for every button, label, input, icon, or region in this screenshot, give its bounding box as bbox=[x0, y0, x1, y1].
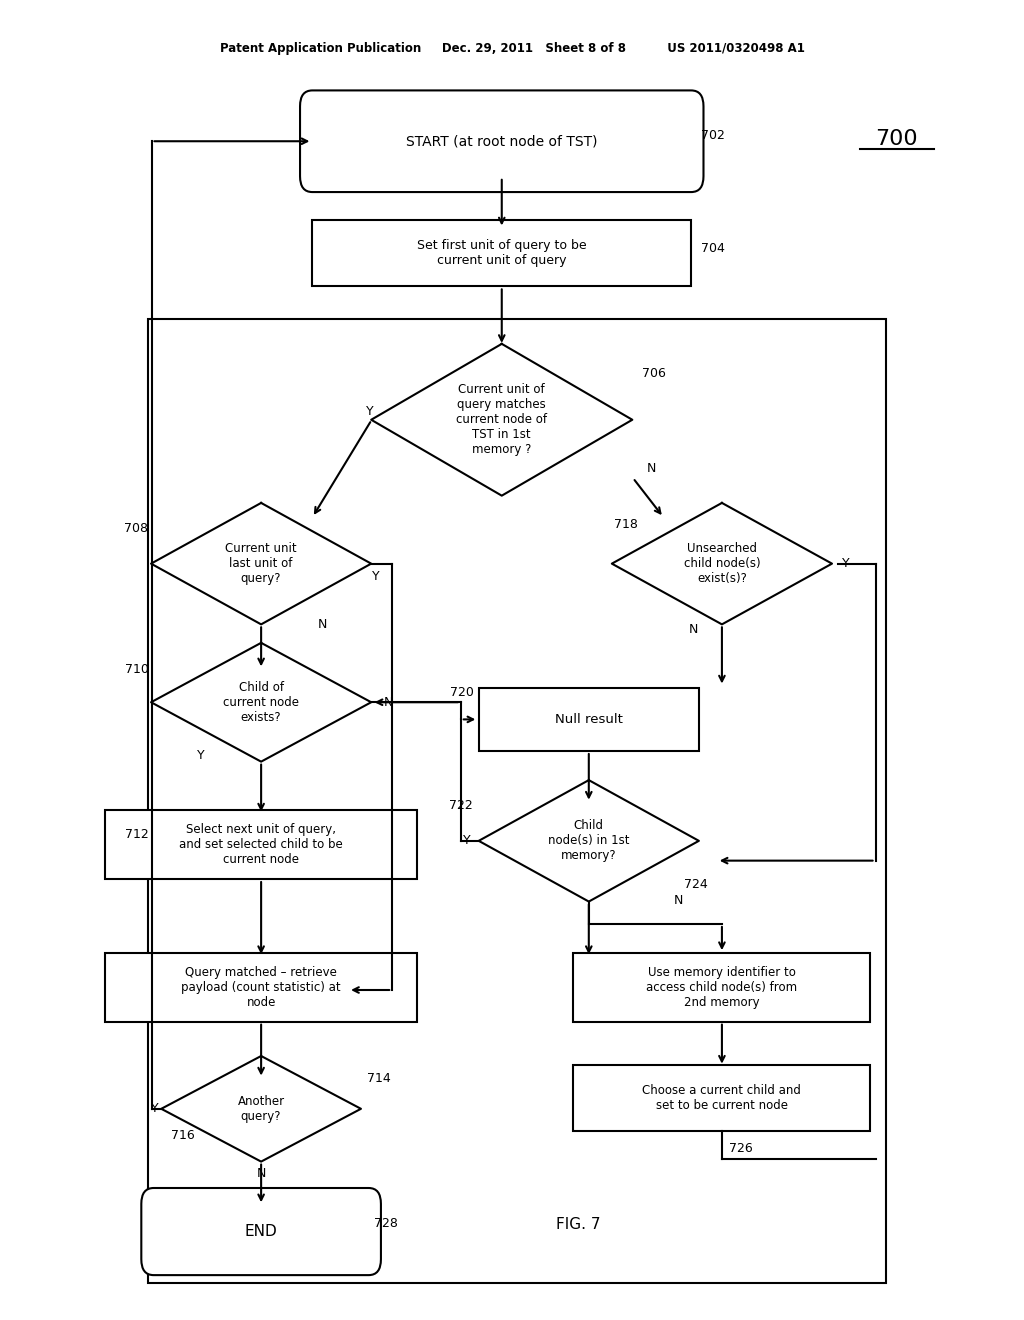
Text: Query matched – retrieve
payload (count statistic) at
node: Query matched – retrieve payload (count … bbox=[181, 966, 341, 1008]
Polygon shape bbox=[611, 503, 831, 624]
Text: 700: 700 bbox=[874, 128, 918, 149]
Text: N: N bbox=[384, 696, 393, 709]
Text: Y: Y bbox=[152, 1102, 159, 1115]
Text: END: END bbox=[245, 1224, 278, 1239]
Text: 710: 710 bbox=[125, 663, 148, 676]
Bar bbox=[573, 953, 870, 1022]
Polygon shape bbox=[478, 780, 698, 902]
Text: N: N bbox=[674, 894, 683, 907]
Text: 718: 718 bbox=[614, 517, 638, 531]
Text: 724: 724 bbox=[684, 878, 708, 891]
Bar bbox=[573, 1065, 870, 1131]
Bar bbox=[148, 319, 886, 1283]
Text: Select next unit of query,
and set selected child to be
current node: Select next unit of query, and set selec… bbox=[179, 824, 343, 866]
Bar bbox=[105, 953, 418, 1022]
Text: N: N bbox=[647, 462, 656, 475]
Text: Another
query?: Another query? bbox=[238, 1094, 285, 1123]
Text: Null result: Null result bbox=[555, 713, 623, 726]
Text: 720: 720 bbox=[451, 686, 474, 700]
Text: Y: Y bbox=[464, 834, 471, 847]
Polygon shape bbox=[152, 643, 371, 762]
Text: Child of
current node
exists?: Child of current node exists? bbox=[223, 681, 299, 723]
Text: Unsearched
child node(s)
exist(s)?: Unsearched child node(s) exist(s)? bbox=[684, 543, 760, 585]
Text: Y: Y bbox=[372, 570, 379, 583]
Text: N: N bbox=[317, 618, 327, 631]
Bar bbox=[478, 688, 698, 751]
Text: 706: 706 bbox=[642, 367, 666, 380]
Text: 708: 708 bbox=[125, 521, 148, 535]
Text: 728: 728 bbox=[374, 1217, 397, 1230]
Text: 716: 716 bbox=[171, 1129, 195, 1142]
Text: 722: 722 bbox=[450, 799, 473, 812]
Text: 702: 702 bbox=[701, 129, 725, 143]
Polygon shape bbox=[371, 343, 632, 495]
Text: 714: 714 bbox=[367, 1072, 390, 1085]
FancyBboxPatch shape bbox=[141, 1188, 381, 1275]
Text: 704: 704 bbox=[701, 242, 725, 255]
Text: Use memory identifier to
access child node(s) from
2nd memory: Use memory identifier to access child no… bbox=[646, 966, 798, 1008]
Text: 726: 726 bbox=[729, 1142, 753, 1155]
Text: Y: Y bbox=[842, 557, 849, 570]
Text: Y: Y bbox=[367, 405, 374, 418]
Text: Current unit
last unit of
query?: Current unit last unit of query? bbox=[225, 543, 297, 585]
Bar bbox=[312, 220, 691, 286]
Text: N: N bbox=[256, 1167, 266, 1180]
Bar bbox=[105, 810, 418, 879]
Text: Child
node(s) in 1st
memory?: Child node(s) in 1st memory? bbox=[548, 820, 630, 862]
Polygon shape bbox=[152, 503, 371, 624]
FancyBboxPatch shape bbox=[300, 90, 703, 191]
Text: FIG. 7: FIG. 7 bbox=[556, 1217, 601, 1233]
Text: Choose a current child and
set to be current node: Choose a current child and set to be cur… bbox=[642, 1084, 802, 1113]
Text: Set first unit of query to be
current unit of query: Set first unit of query to be current un… bbox=[417, 239, 587, 268]
Text: Current unit of
query matches
current node of
TST in 1st
memory ?: Current unit of query matches current no… bbox=[457, 383, 547, 457]
Text: N: N bbox=[689, 623, 698, 636]
Text: 712: 712 bbox=[125, 828, 148, 841]
Text: START (at root node of TST): START (at root node of TST) bbox=[406, 135, 598, 148]
Text: Y: Y bbox=[198, 748, 205, 762]
Text: Patent Application Publication     Dec. 29, 2011   Sheet 8 of 8          US 2011: Patent Application Publication Dec. 29, … bbox=[219, 42, 805, 55]
Polygon shape bbox=[162, 1056, 361, 1162]
